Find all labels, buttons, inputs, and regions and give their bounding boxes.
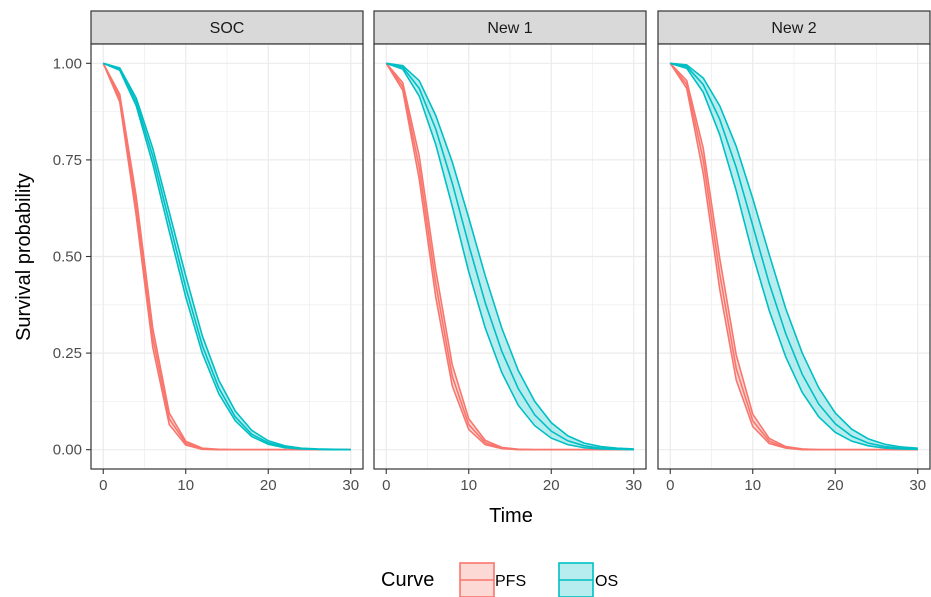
facet-label: New 1: [487, 20, 532, 37]
y-tick-label: 0.50: [53, 249, 82, 266]
panel-new-1: New 1 0 10 20 30: [373, 10, 647, 494]
x-tick-label: 10: [460, 477, 477, 494]
line-os-upper: [386, 62, 634, 450]
panel-border: [373, 43, 647, 470]
facet-label: New 2: [771, 20, 816, 37]
x-tick-label: 30: [625, 477, 642, 494]
line-os-upper: [103, 62, 351, 451]
x-tick-label: 0: [99, 477, 107, 494]
ribbon-os: [670, 63, 918, 450]
line-pfs-upper: [669, 62, 918, 451]
x-tick-label: 10: [744, 477, 761, 494]
legend-title: Curve: [381, 569, 434, 591]
x-tick-label: 0: [382, 477, 390, 494]
legend-label-pfs: PFS: [495, 573, 526, 590]
x-tick-label: 30: [909, 477, 926, 494]
x-tick-label: 10: [177, 477, 194, 494]
line-os-lower: [670, 62, 918, 451]
x-tick-label: 20: [543, 477, 560, 494]
legend-label-os: OS: [595, 573, 618, 590]
x-tick-label: 0: [666, 477, 674, 494]
y-tick-label: 0.25: [53, 345, 82, 362]
legend: Curve PFS OS: [381, 562, 618, 597]
facet-strip: [90, 10, 364, 45]
y-tick-label: 1.00: [53, 55, 82, 72]
facet-strip: [657, 10, 931, 45]
line-pfs-upper: [385, 62, 634, 451]
x-axis-title: Time: [489, 505, 533, 527]
panel-soc: SOC 0 10 20 30 0.00 0.25 0.50 0.75 1.00: [53, 10, 364, 494]
line-os-mean: [386, 62, 634, 451]
ribbon-os: [386, 63, 634, 450]
facet-panels: SOC 0 10 20 30 0.00 0.25 0.50 0.75 1.00 New 1 0 10 20…: [53, 10, 931, 494]
facet-strip: [373, 10, 647, 45]
line-os-upper: [670, 62, 918, 449]
legend-key-os: [558, 562, 594, 597]
x-tick-label: 30: [342, 477, 359, 494]
facet-label: SOC: [210, 20, 245, 37]
panel-border: [657, 43, 931, 470]
x-tick-label: 20: [827, 477, 844, 494]
legend-key-pfs: [459, 562, 495, 597]
line-os-mean: [670, 62, 918, 450]
x-tick-label: 20: [260, 477, 277, 494]
y-tick-label: 0.75: [53, 152, 82, 169]
panel-new-2: New 2 0 10 20 30: [657, 10, 931, 494]
y-tick-label: 0.00: [53, 442, 82, 459]
line-os-lower: [385, 62, 634, 451]
y-axis-title: Survival probability: [13, 173, 35, 341]
